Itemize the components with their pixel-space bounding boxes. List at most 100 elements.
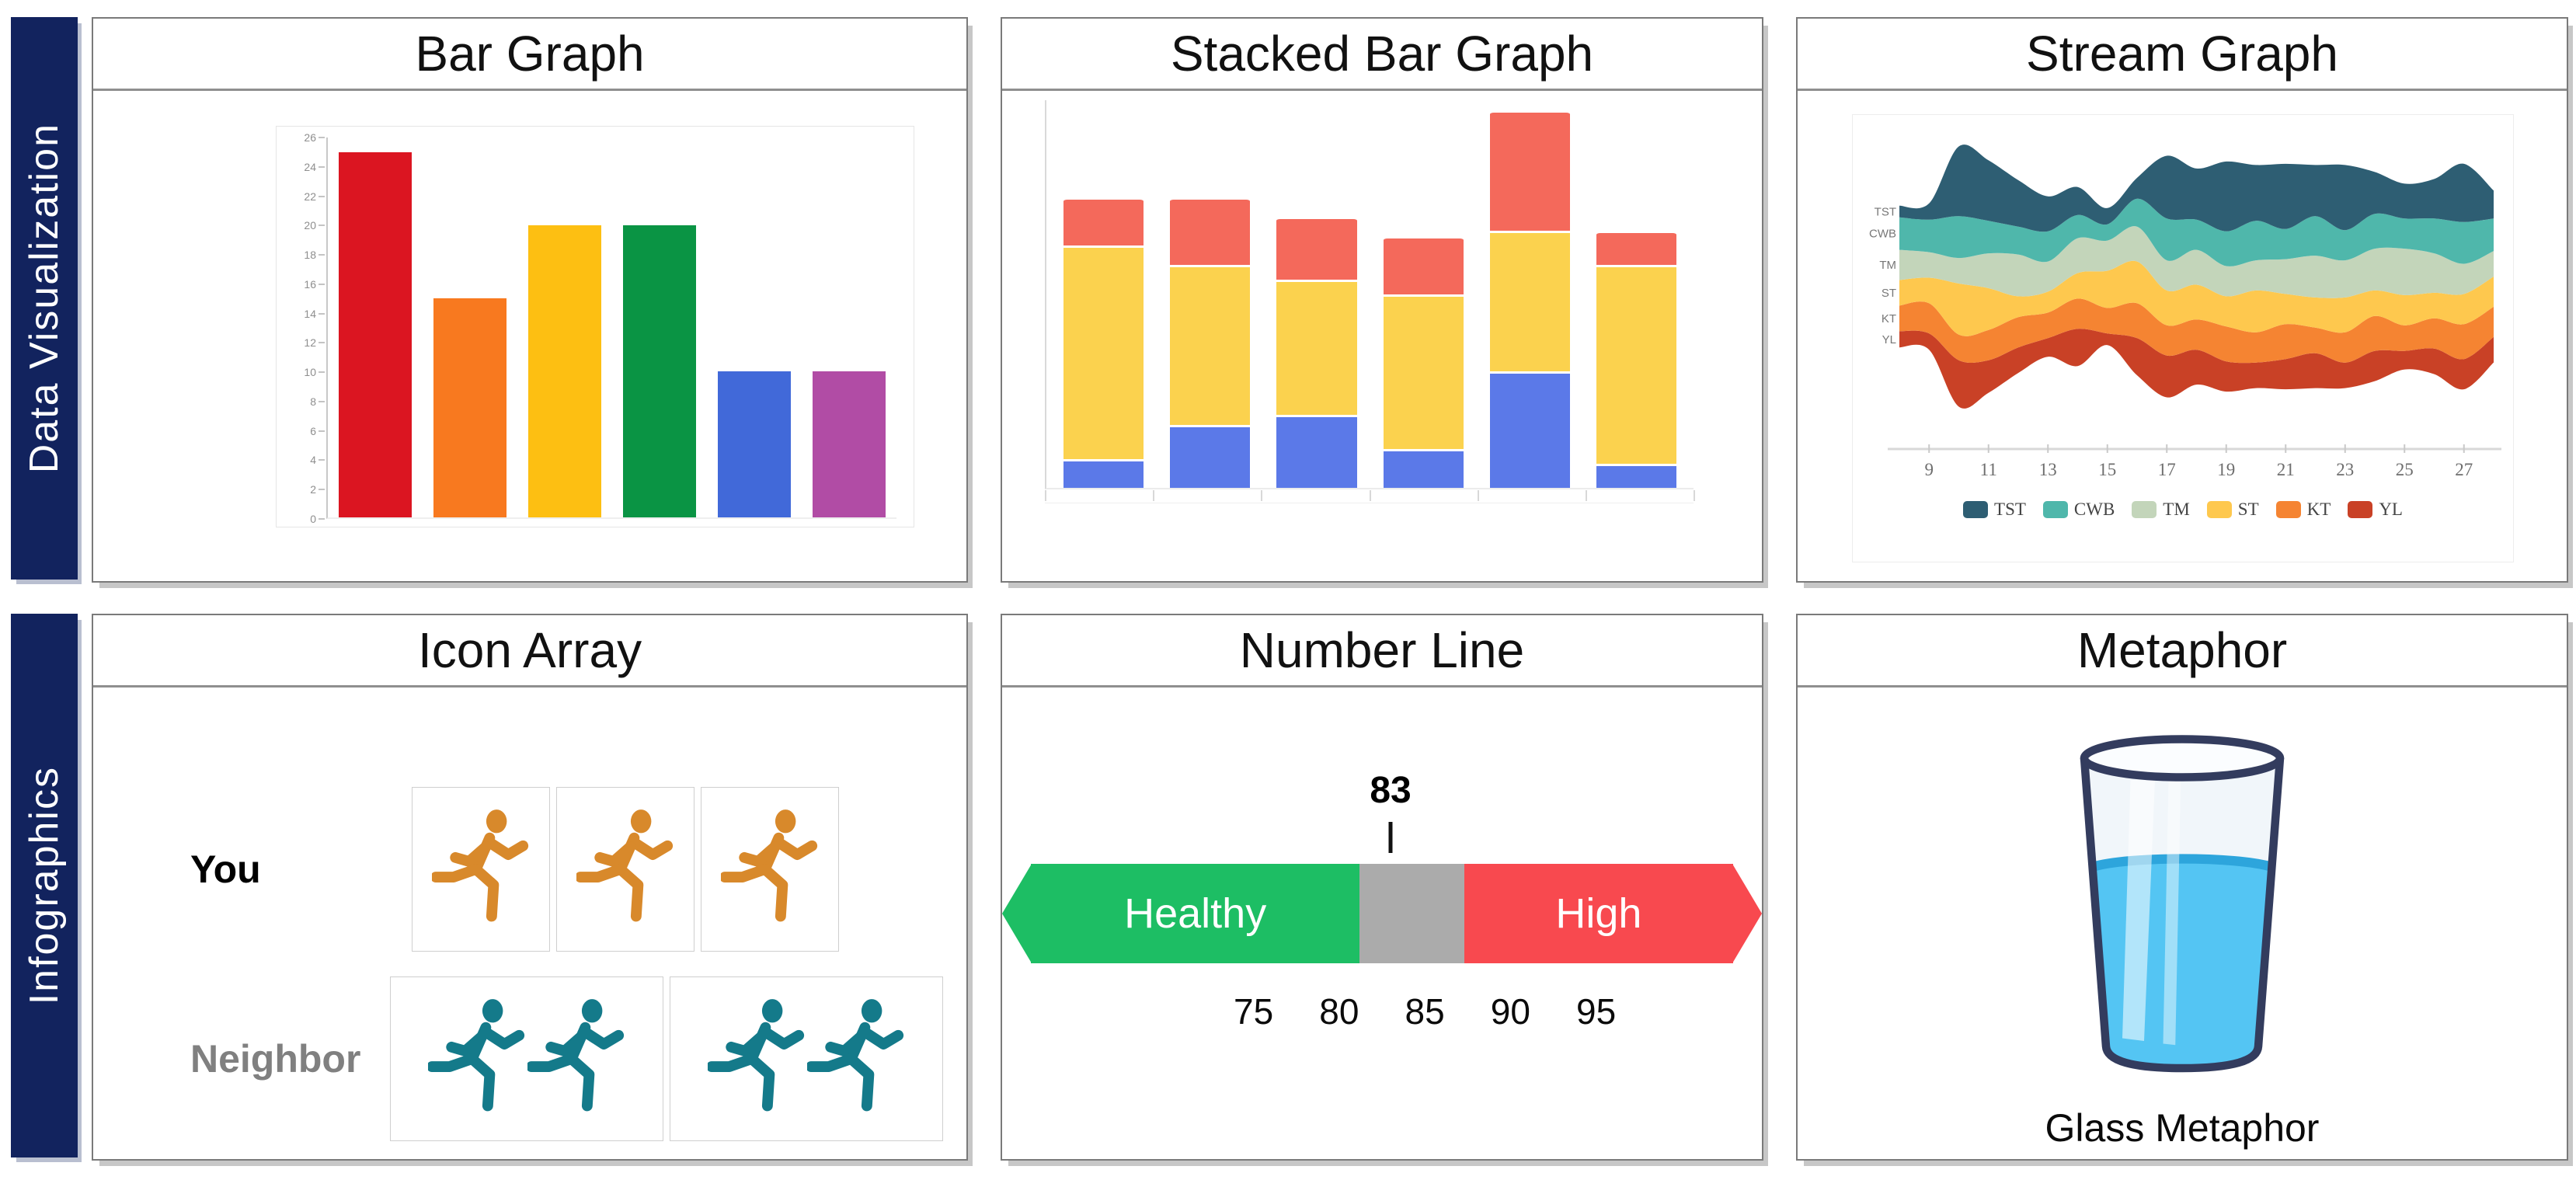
stream-chart: TST CWB TM ST KT YL 9 11 13 15 17 19 21 23 25 27 TST CWB… [1852,114,2514,562]
stream-band-label: ST [1882,287,1896,300]
row-label-data-visualization: Data Visualization [11,17,78,580]
stacked-segment [1383,235,1464,294]
y-axis-tick: 20 [296,219,325,231]
stream-band-TM [1899,226,2494,298]
y-axis-tick: 2 [296,483,325,496]
segment-label: High [1555,890,1642,937]
stacked-bar [1276,100,1357,488]
stacked-segment [1596,265,1677,464]
panel-icon-array: Icon Array You Neighbor [92,614,968,1161]
bar-chart: 0 2 4 6 8 10 12 14 16 18 20 22 24 26 [276,126,914,527]
stacked-bar [1383,100,1464,488]
icon-array-box [670,976,943,1141]
legend-swatch-ST [2206,501,2232,518]
stacked-segment [1489,110,1570,231]
number-line-tick-label: 75 [1234,991,1274,1032]
y-axis-tick: 22 [296,190,325,203]
stream-band-label: TST [1875,205,1896,218]
stream-band-TST [1899,144,2494,232]
stacked-segment [1489,371,1570,488]
row-label-text: Data Visualization [22,123,67,474]
bar [433,298,506,517]
running-person-icon [576,809,674,922]
y-axis-tick: 12 [296,336,325,349]
stream-x-tick-label: 9 [1925,460,1934,479]
icon-array-boxes [412,787,839,952]
stream-chart-legend: TST CWB TM ST KT YL [1853,500,2513,520]
icon-array-row: Neighbor [190,976,943,1141]
legend-swatch-YL [2348,501,2373,518]
glass-metaphor-caption: Glass Metaphor [2045,1106,2320,1150]
stacked-segment [1170,424,1251,488]
bar [718,371,791,517]
stacked-bar-x-axis [1045,490,1695,503]
y-axis-tick: 6 [296,425,325,437]
stream-band-YL [1899,329,2494,409]
stacked-segment [1276,216,1357,280]
icon-array-box [390,976,663,1141]
icon-array-box [701,787,839,952]
stacked-bar [1063,100,1144,488]
number-line-segment-healthy: Healthy [1002,864,1360,963]
stream-x-tick-label: 19 [2217,460,2235,479]
stream-band-label: TM [1879,259,1896,272]
legend-item: CWB [2042,500,2115,520]
marker-value: 83 [1370,770,1412,811]
bar-chart-y-axis: 0 2 4 6 8 10 12 14 16 18 20 22 24 26 [277,131,325,525]
number-line-tick-label: 90 [1490,991,1530,1032]
stacked-segment [1276,279,1357,416]
number-line-tick-label: 80 [1319,991,1359,1032]
stream-x-tick-label: 15 [2098,460,2116,479]
stacked-bar-chart [1045,100,1694,489]
bar [339,151,412,517]
stream-chart-svg: TST CWB TM ST KT YL 9 11 13 15 17 19 21 23 25 27 [1869,144,2501,479]
panel-bar-graph: Bar Graph 0 2 4 6 8 10 12 14 16 18 20 22 24 26 [92,17,968,583]
number-line-tick-label: 85 [1405,991,1445,1032]
running-person-icon [807,999,904,1112]
segment-arrow-tip [1002,864,1032,963]
legend-swatch-TM [2132,501,2157,518]
segment-arrow-tip [1732,864,1762,963]
y-axis-tick: 0 [296,513,325,525]
stream-x-tick-label: 21 [2277,460,2295,479]
stream-band-ST [1899,260,2494,336]
stacked-segment [1063,245,1144,459]
y-axis-tick: 14 [296,308,325,320]
stream-band-label: CWB [1869,228,1896,241]
icon-array: You Neighbor [93,688,966,1159]
number-line-segment [1359,864,1464,963]
stacked-segment [1596,231,1677,266]
legend-swatch-TST [1963,501,1989,518]
number-line-tick-label: 95 [1575,991,1617,1032]
running-person-icon [721,809,818,922]
stream-x-tick-label: 13 [2039,460,2057,479]
stacked-bar [1170,100,1251,488]
legend-item: KT [2275,500,2331,520]
row-label-infographics: Infographics [11,614,78,1157]
running-person-icon [428,999,525,1112]
legend-label: TM [2163,500,2190,519]
y-axis-tick: 18 [296,249,325,261]
stacked-bar [1489,100,1570,488]
legend-item: YL [2348,500,2403,520]
panel-title: Number Line [1002,615,1762,688]
y-axis-tick: 26 [296,131,325,144]
stream-band-KT [1899,298,2494,364]
legend-swatch-KT [2275,501,2301,518]
running-person-icon [708,999,805,1112]
running-person-icon [432,809,529,922]
y-axis-tick: 16 [296,278,325,291]
stacked-segment [1063,458,1144,488]
bar [813,371,886,517]
panel-title: Icon Array [93,615,966,688]
marker-tick [1388,822,1393,853]
bar [623,225,696,517]
legend-item: TST [1963,500,2026,520]
glass-of-water-icon [1798,719,2567,1091]
legend-label: ST [2237,500,2259,519]
panel-stacked-bar-graph: Stacked Bar Graph [1001,17,1763,583]
stacked-segment [1383,449,1464,488]
legend-swatch-CWB [2042,501,2068,518]
icon-array-box [412,787,550,952]
